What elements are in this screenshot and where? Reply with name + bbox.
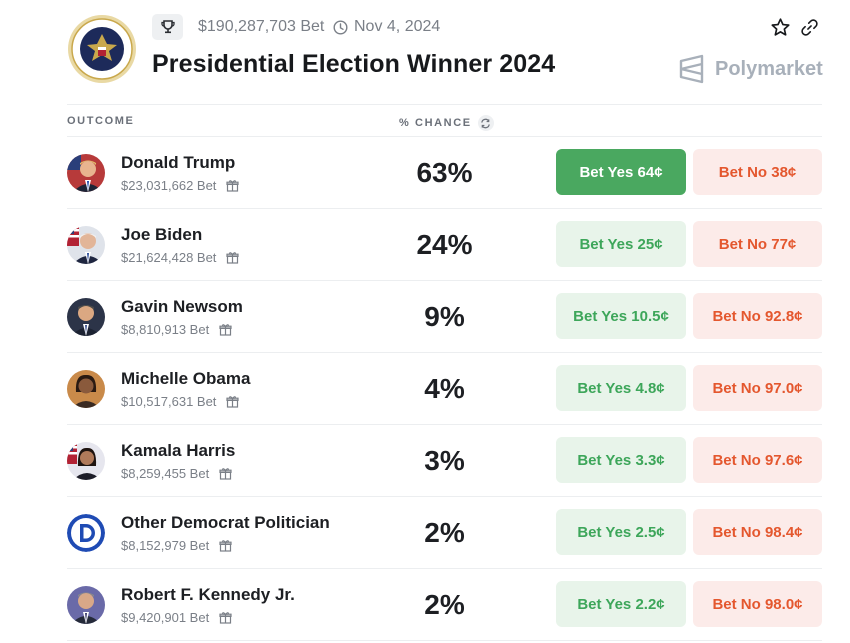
outcome-column-header: OUTCOME [67, 115, 135, 127]
outcome-name: Other Democrat Politician [121, 513, 330, 532]
avatar [67, 586, 105, 624]
outcome-row[interactable]: Robert F. Kennedy Jr. $9,420,901 Bet 2% … [67, 569, 822, 641]
bet-no-button[interactable]: Bet No 97.6¢ [693, 437, 822, 483]
gift-icon[interactable] [219, 539, 232, 552]
trophy-badge [152, 14, 183, 40]
table-header: OUTCOME % CHANCE [67, 104, 822, 137]
outcome-chance: 24% [416, 229, 473, 260]
outcome-volume-text: $21,624,428 Bet [121, 250, 217, 265]
outcome-name: Michelle Obama [121, 369, 251, 388]
outcome-volume: $10,517,631 Bet [121, 394, 240, 409]
outcome-name: Kamala Harris [121, 441, 236, 460]
bet-no-button[interactable]: Bet No 77¢ [693, 221, 822, 267]
gift-icon[interactable] [226, 395, 240, 408]
outcome-volume-text: $23,031,662 Bet [121, 178, 217, 193]
bet-no-button[interactable]: Bet No 92.8¢ [693, 293, 822, 339]
bet-no-button[interactable]: Bet No 97.0¢ [693, 365, 822, 411]
outcome-name: Robert F. Kennedy Jr. [121, 585, 295, 604]
outcome-chance: 9% [424, 301, 465, 332]
outcome-volume: $8,810,913 Bet [121, 322, 232, 337]
outcome-volume-text: $8,259,455 Bet [121, 466, 210, 481]
gift-icon[interactable] [226, 251, 240, 264]
outcome-name: Donald Trump [121, 153, 236, 172]
gift-icon[interactable] [219, 323, 232, 336]
gift-icon[interactable] [226, 179, 240, 192]
outcome-row[interactable]: Gavin Newsom $8,810,913 Bet 9% Bet Yes 1… [67, 281, 822, 353]
outcome-volume-text: $9,420,901 Bet [121, 610, 210, 625]
market-header: $190,287,703 Bet Nov 4, 2024 Presidentia… [67, 12, 823, 92]
outcome-chance: 2% [424, 517, 465, 548]
avatar [67, 298, 105, 336]
avatar [67, 154, 105, 192]
outcome-volume: $9,420,901 Bet [121, 610, 232, 625]
bet-yes-button[interactable]: Bet Yes 3.3¢ [556, 437, 686, 483]
polymarket-logo-icon [679, 54, 704, 84]
chance-column-header: % CHANCE [399, 115, 494, 131]
presidential-seal-icon [68, 15, 136, 83]
outcome-chance: 4% [424, 373, 465, 404]
market-date-text: Nov 4, 2024 [354, 18, 441, 35]
bet-yes-button[interactable]: Bet Yes 25¢ [556, 221, 686, 267]
brand-name: Polymarket [715, 57, 823, 80]
bet-no-button[interactable]: Bet No 98.4¢ [693, 509, 822, 555]
outcome-row[interactable]: Michelle Obama $10,517,631 Bet 4% Bet Ye… [67, 353, 822, 425]
outcome-row[interactable]: Joe Biden $21,624,428 Bet 24% Bet Yes 25… [67, 209, 822, 281]
market-volume: $190,287,703 Bet [198, 18, 325, 35]
outcome-row[interactable]: Donald Trump $23,031,662 Bet 63% Bet Yes… [67, 137, 822, 209]
clock-icon [333, 19, 348, 35]
outcome-volume: $23,031,662 Bet [121, 178, 240, 193]
outcome-name: Joe Biden [121, 225, 203, 244]
chance-column-label: % CHANCE [399, 117, 472, 129]
bet-no-button[interactable]: Bet No 38¢ [693, 149, 822, 195]
outcome-chance: 63% [416, 157, 473, 188]
bet-yes-button[interactable]: Bet Yes 4.8¢ [556, 365, 686, 411]
outcome-row[interactable]: Other Democrat Politician $8,152,979 Bet… [67, 497, 822, 569]
star-icon[interactable] [769, 16, 791, 38]
bet-yes-button[interactable]: Bet Yes 2.2¢ [556, 581, 686, 627]
gift-icon[interactable] [219, 467, 232, 480]
link-icon[interactable] [798, 16, 820, 38]
polymarket-brand[interactable]: Polymarket [679, 54, 823, 84]
bet-no-button[interactable]: Bet No 98.0¢ [693, 581, 822, 627]
bet-yes-button[interactable]: Bet Yes 2.5¢ [556, 509, 686, 555]
outcome-volume: $8,152,979 Bet [121, 538, 232, 553]
outcome-name: Gavin Newsom [121, 297, 243, 316]
outcome-chance: 3% [424, 445, 465, 476]
outcome-chance: 2% [424, 589, 465, 620]
avatar [67, 370, 105, 408]
refresh-icon[interactable] [477, 115, 494, 131]
outcome-list: Donald Trump $23,031,662 Bet 63% Bet Yes… [67, 137, 822, 641]
outcome-volume-text: $8,152,979 Bet [121, 538, 210, 553]
bet-yes-button[interactable]: Bet Yes 10.5¢ [556, 293, 686, 339]
market-date: Nov 4, 2024 [333, 18, 440, 36]
outcome-volume: $21,624,428 Bet [121, 250, 240, 265]
outcome-volume-text: $8,810,913 Bet [121, 322, 210, 337]
avatar [67, 226, 105, 264]
page-title: Presidential Election Winner 2024 [152, 50, 556, 78]
bet-yes-button[interactable]: Bet Yes 64¢ [556, 149, 686, 195]
outcome-volume: $8,259,455 Bet [121, 466, 232, 481]
outcome-row[interactable]: Kamala Harris $8,259,455 Bet 3% Bet Yes … [67, 425, 822, 497]
gift-icon[interactable] [219, 611, 232, 624]
trophy-icon [160, 20, 175, 34]
democrat-logo-icon [67, 514, 105, 552]
avatar [67, 442, 105, 480]
outcome-volume-text: $10,517,631 Bet [121, 394, 217, 409]
